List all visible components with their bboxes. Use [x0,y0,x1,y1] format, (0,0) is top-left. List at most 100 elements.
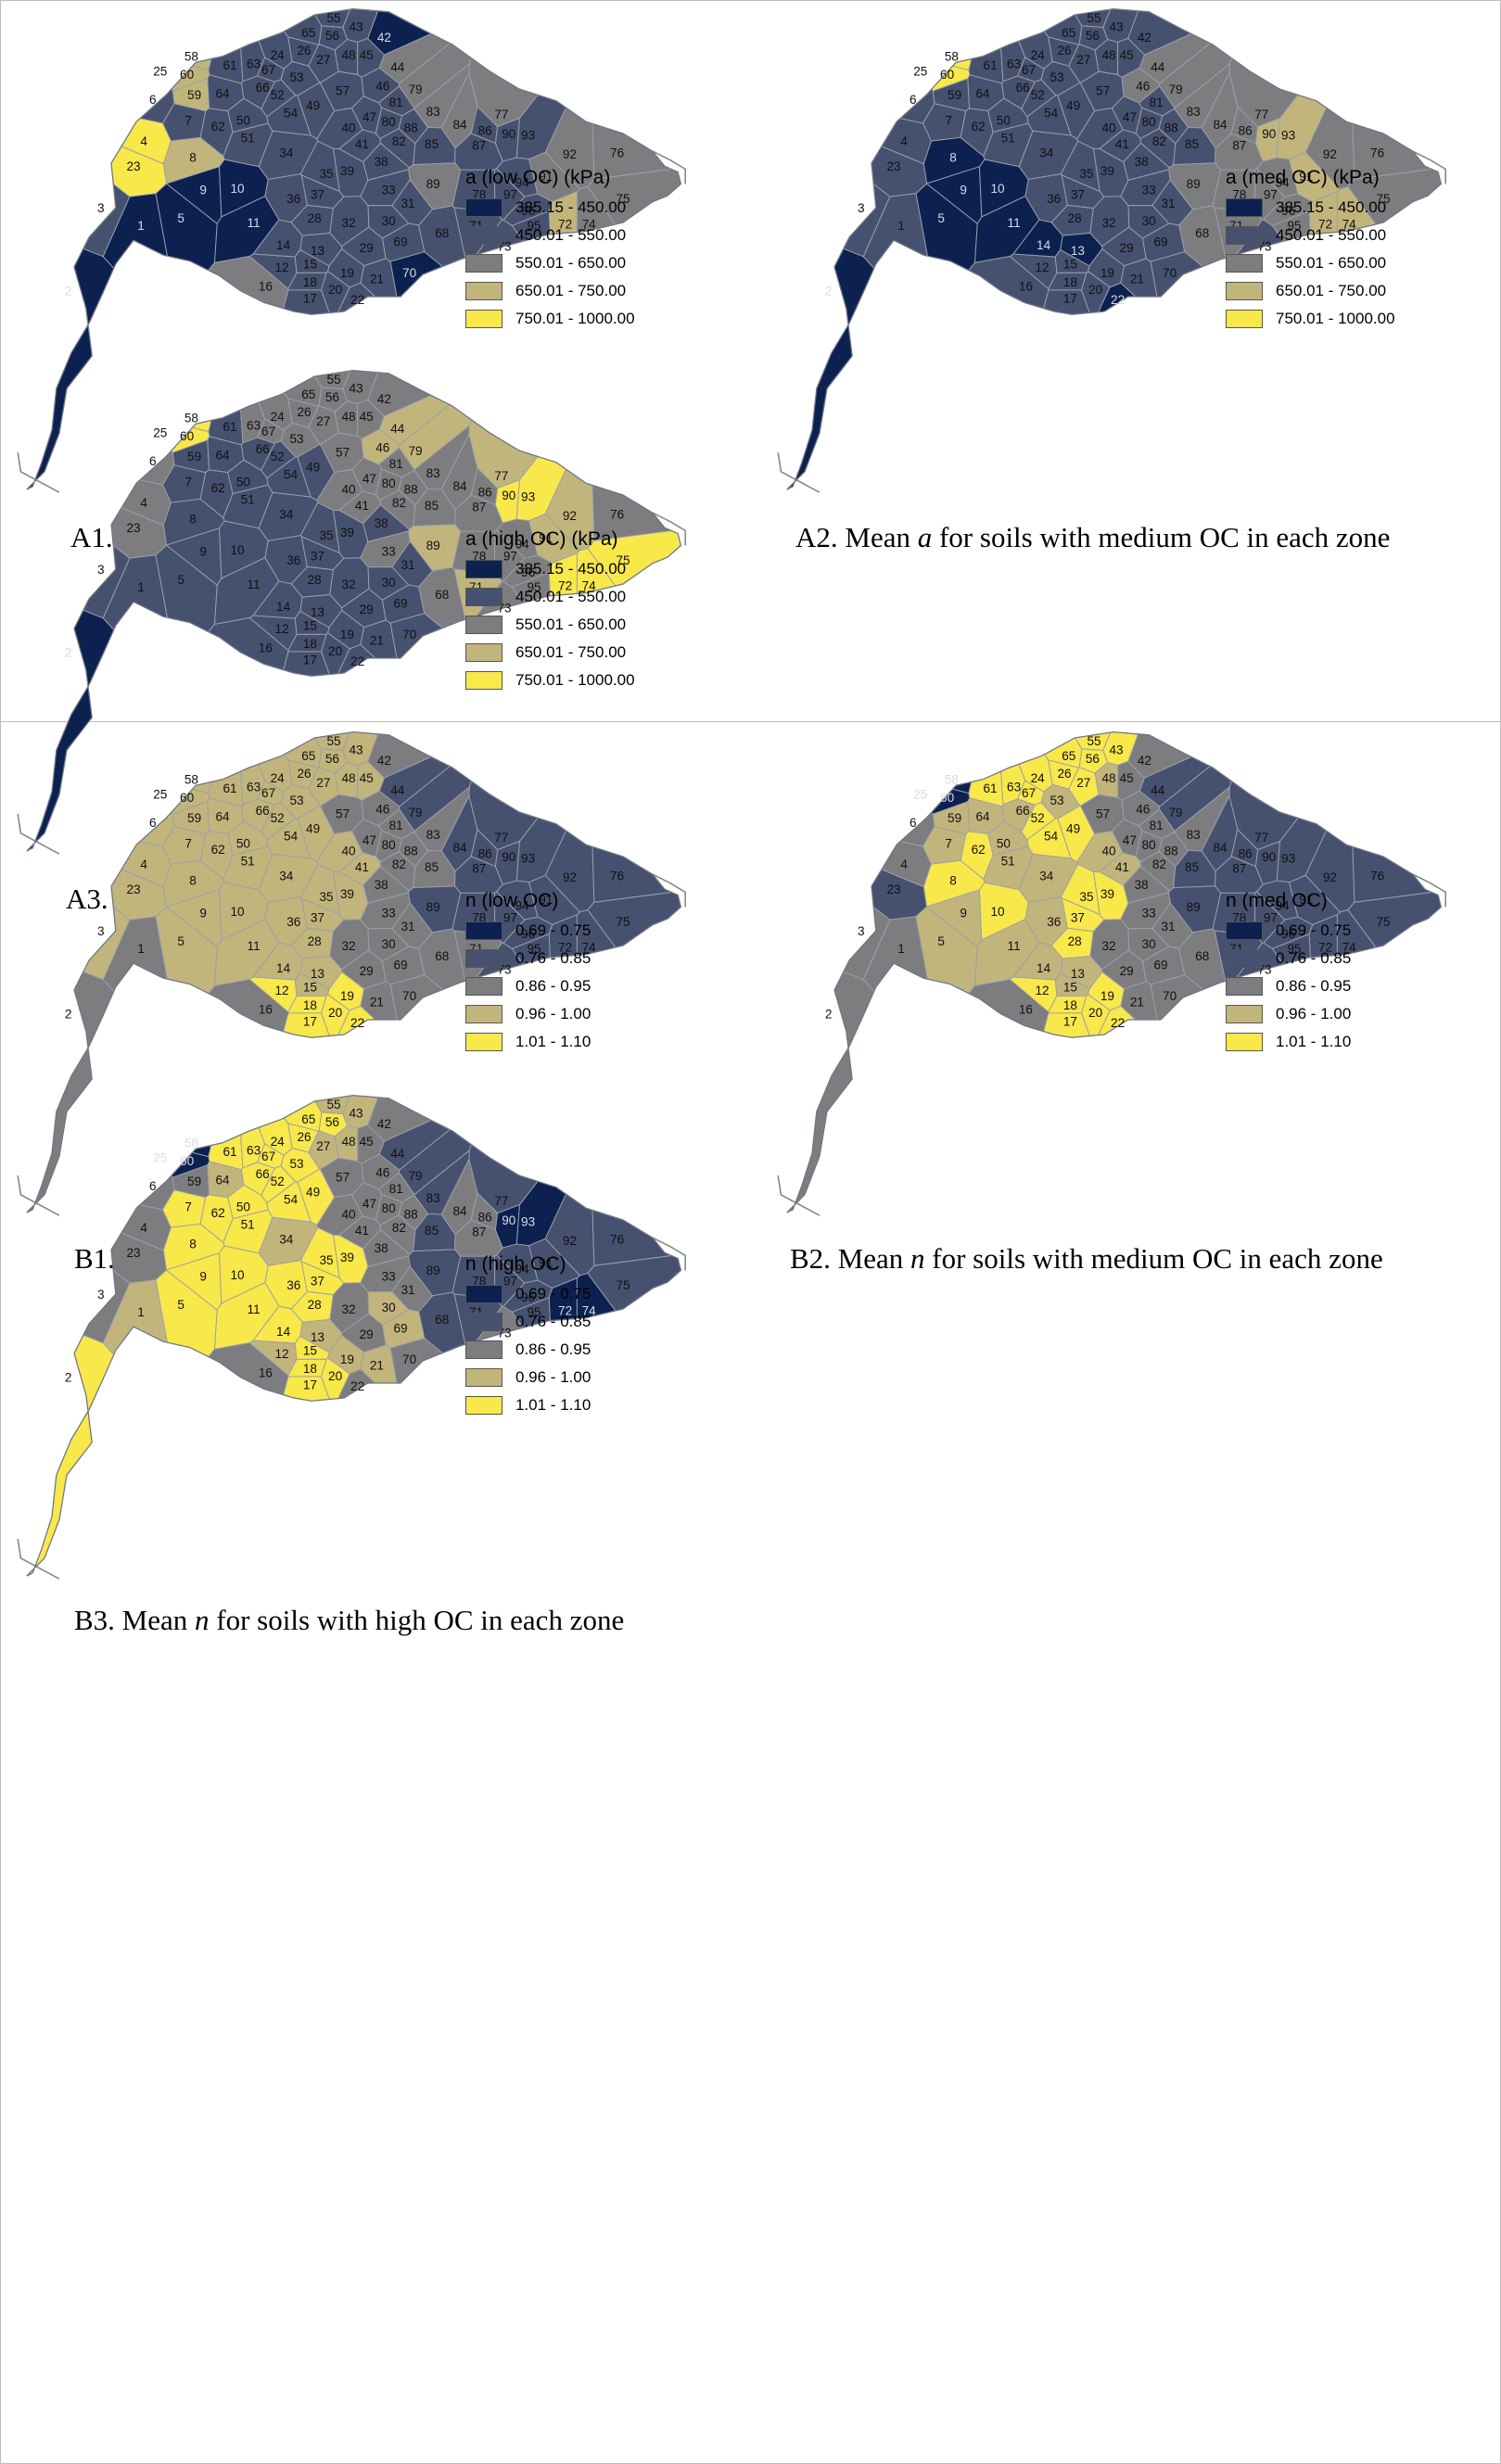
zone-label-24: 24 [271,48,286,62]
zone-label-75: 75 [616,192,630,206]
legend-row: 1.01 - 1.10 [465,1028,591,1056]
zone-label-26: 26 [1057,44,1071,57]
legend-label: 450.01 - 550.00 [515,226,627,244]
zone-label-78: 78 [1232,187,1246,201]
legend-label: 550.01 - 650.00 [515,616,627,633]
zone-label-56: 56 [325,29,339,43]
zone-label-35: 35 [1079,890,1093,904]
zone-label-39: 39 [1100,887,1114,901]
zone-label-18: 18 [303,1362,317,1376]
zone-label-43: 43 [349,1107,363,1121]
zone-label-5: 5 [177,573,184,587]
zone-label-57: 57 [336,445,350,459]
zone-label-36: 36 [286,1278,300,1292]
zone-label-31: 31 [401,558,414,572]
zone-label-48: 48 [341,1135,355,1149]
zone-label-35: 35 [319,528,333,542]
zone-label-15: 15 [1063,258,1077,272]
zone-6 [26,35,175,124]
zone-label-83: 83 [426,466,440,480]
zone-label-95: 95 [1287,219,1301,233]
zone-label-64: 64 [215,810,230,824]
map-panel-b2: 1 2 3 4 5 6 7 8 9 10 11 12 13 14 15 16 17 18 19 20 21 22 23 24 2… [760,723,1501,1316]
zone-label-65: 65 [301,1112,315,1126]
zone-56 [318,387,349,413]
zone-label-43: 43 [349,382,363,396]
zone-2 [786,203,934,489]
zone-37 [300,174,345,210]
zone-label-67: 67 [1022,786,1036,800]
zone-label-83: 83 [1187,828,1201,842]
zone-label-13: 13 [311,605,324,619]
zone-54 [1026,95,1072,136]
legend-swatch [465,226,502,245]
legend-label: 650.01 - 750.00 [515,282,627,299]
zone-label-75: 75 [616,1278,630,1292]
zone-label-5: 5 [937,934,945,948]
zone-37 [1061,174,1105,210]
zone-label-89: 89 [426,177,440,191]
zone-16 [927,255,1049,489]
zone-label-15: 15 [1063,981,1077,995]
zone-label-55: 55 [326,734,340,748]
zone-label-67: 67 [261,786,275,800]
zone-label-13: 13 [311,244,324,258]
city-outline [26,7,682,490]
zone-label-44: 44 [390,60,405,74]
zone-6 [26,758,175,847]
coastline-hook [652,873,686,908]
map-legend: n (low OC) 0.69 - 0.75 0.76 - 0.85 0.86 - 0… [465,890,591,1056]
zone-label-91: 91 [1299,170,1313,184]
zone-18 [1048,995,1088,1014]
zone-label-63: 63 [1007,57,1021,71]
legend-label: 1.01 - 1.10 [515,1033,591,1050]
zone-label-65: 65 [1062,26,1075,40]
zone-label-23: 23 [126,521,140,535]
pier-line [17,451,60,493]
zone-label-1: 1 [137,942,145,956]
zone-label-92: 92 [1323,147,1337,161]
zone-label-87: 87 [472,862,486,876]
zone-label-63: 63 [247,57,261,71]
legend-label: 750.01 - 1000.00 [515,671,635,689]
zone-label-69: 69 [393,235,407,249]
legend-label: 550.01 - 650.00 [1276,254,1387,272]
zone-label-19: 19 [1100,266,1114,280]
zone-label-78: 78 [472,187,486,201]
zone-label-62: 62 [211,843,225,857]
zone-label-11: 11 [248,939,261,953]
city-outline [786,7,1443,490]
legend-title: n (high OC) [465,1253,566,1275]
zone-label-74: 74 [582,578,597,592]
legend-swatch [1226,254,1263,273]
zone-label-81: 81 [1150,819,1164,832]
zone-label-80: 80 [382,115,397,129]
zone-17 [983,289,1094,489]
zone-label-60: 60 [180,791,195,805]
zone-label-6: 6 [910,93,917,107]
zone-17 [223,1376,334,1576]
zone-label-72: 72 [1318,217,1332,231]
zone-label-11: 11 [1008,216,1021,230]
legend-row: 650.01 - 750.00 [1226,277,1395,305]
zone-label-3: 3 [97,563,105,577]
zone-label-34: 34 [1039,146,1054,160]
zone-label-70: 70 [402,989,417,1003]
zone-label-50: 50 [236,1200,251,1213]
legend-title: a (high OC) (kPa) [465,528,618,550]
legend-label: 0.69 - 0.75 [515,1285,591,1302]
zone-label-11: 11 [1008,939,1021,953]
legend-row: 0.96 - 1.00 [465,1364,591,1391]
zone-label-22: 22 [1111,293,1125,307]
zone-label-54: 54 [1044,106,1059,120]
zone-label-34: 34 [279,146,294,160]
zone-label-33: 33 [382,184,396,197]
zone-label-38: 38 [375,516,388,530]
city-outline [786,730,1443,1213]
zone-label-94: 94 [515,538,530,552]
zone-label-46: 46 [375,80,389,94]
zone-label-88: 88 [404,1207,418,1221]
zone-label-97: 97 [1264,910,1278,924]
zone-label-41: 41 [1115,860,1129,874]
